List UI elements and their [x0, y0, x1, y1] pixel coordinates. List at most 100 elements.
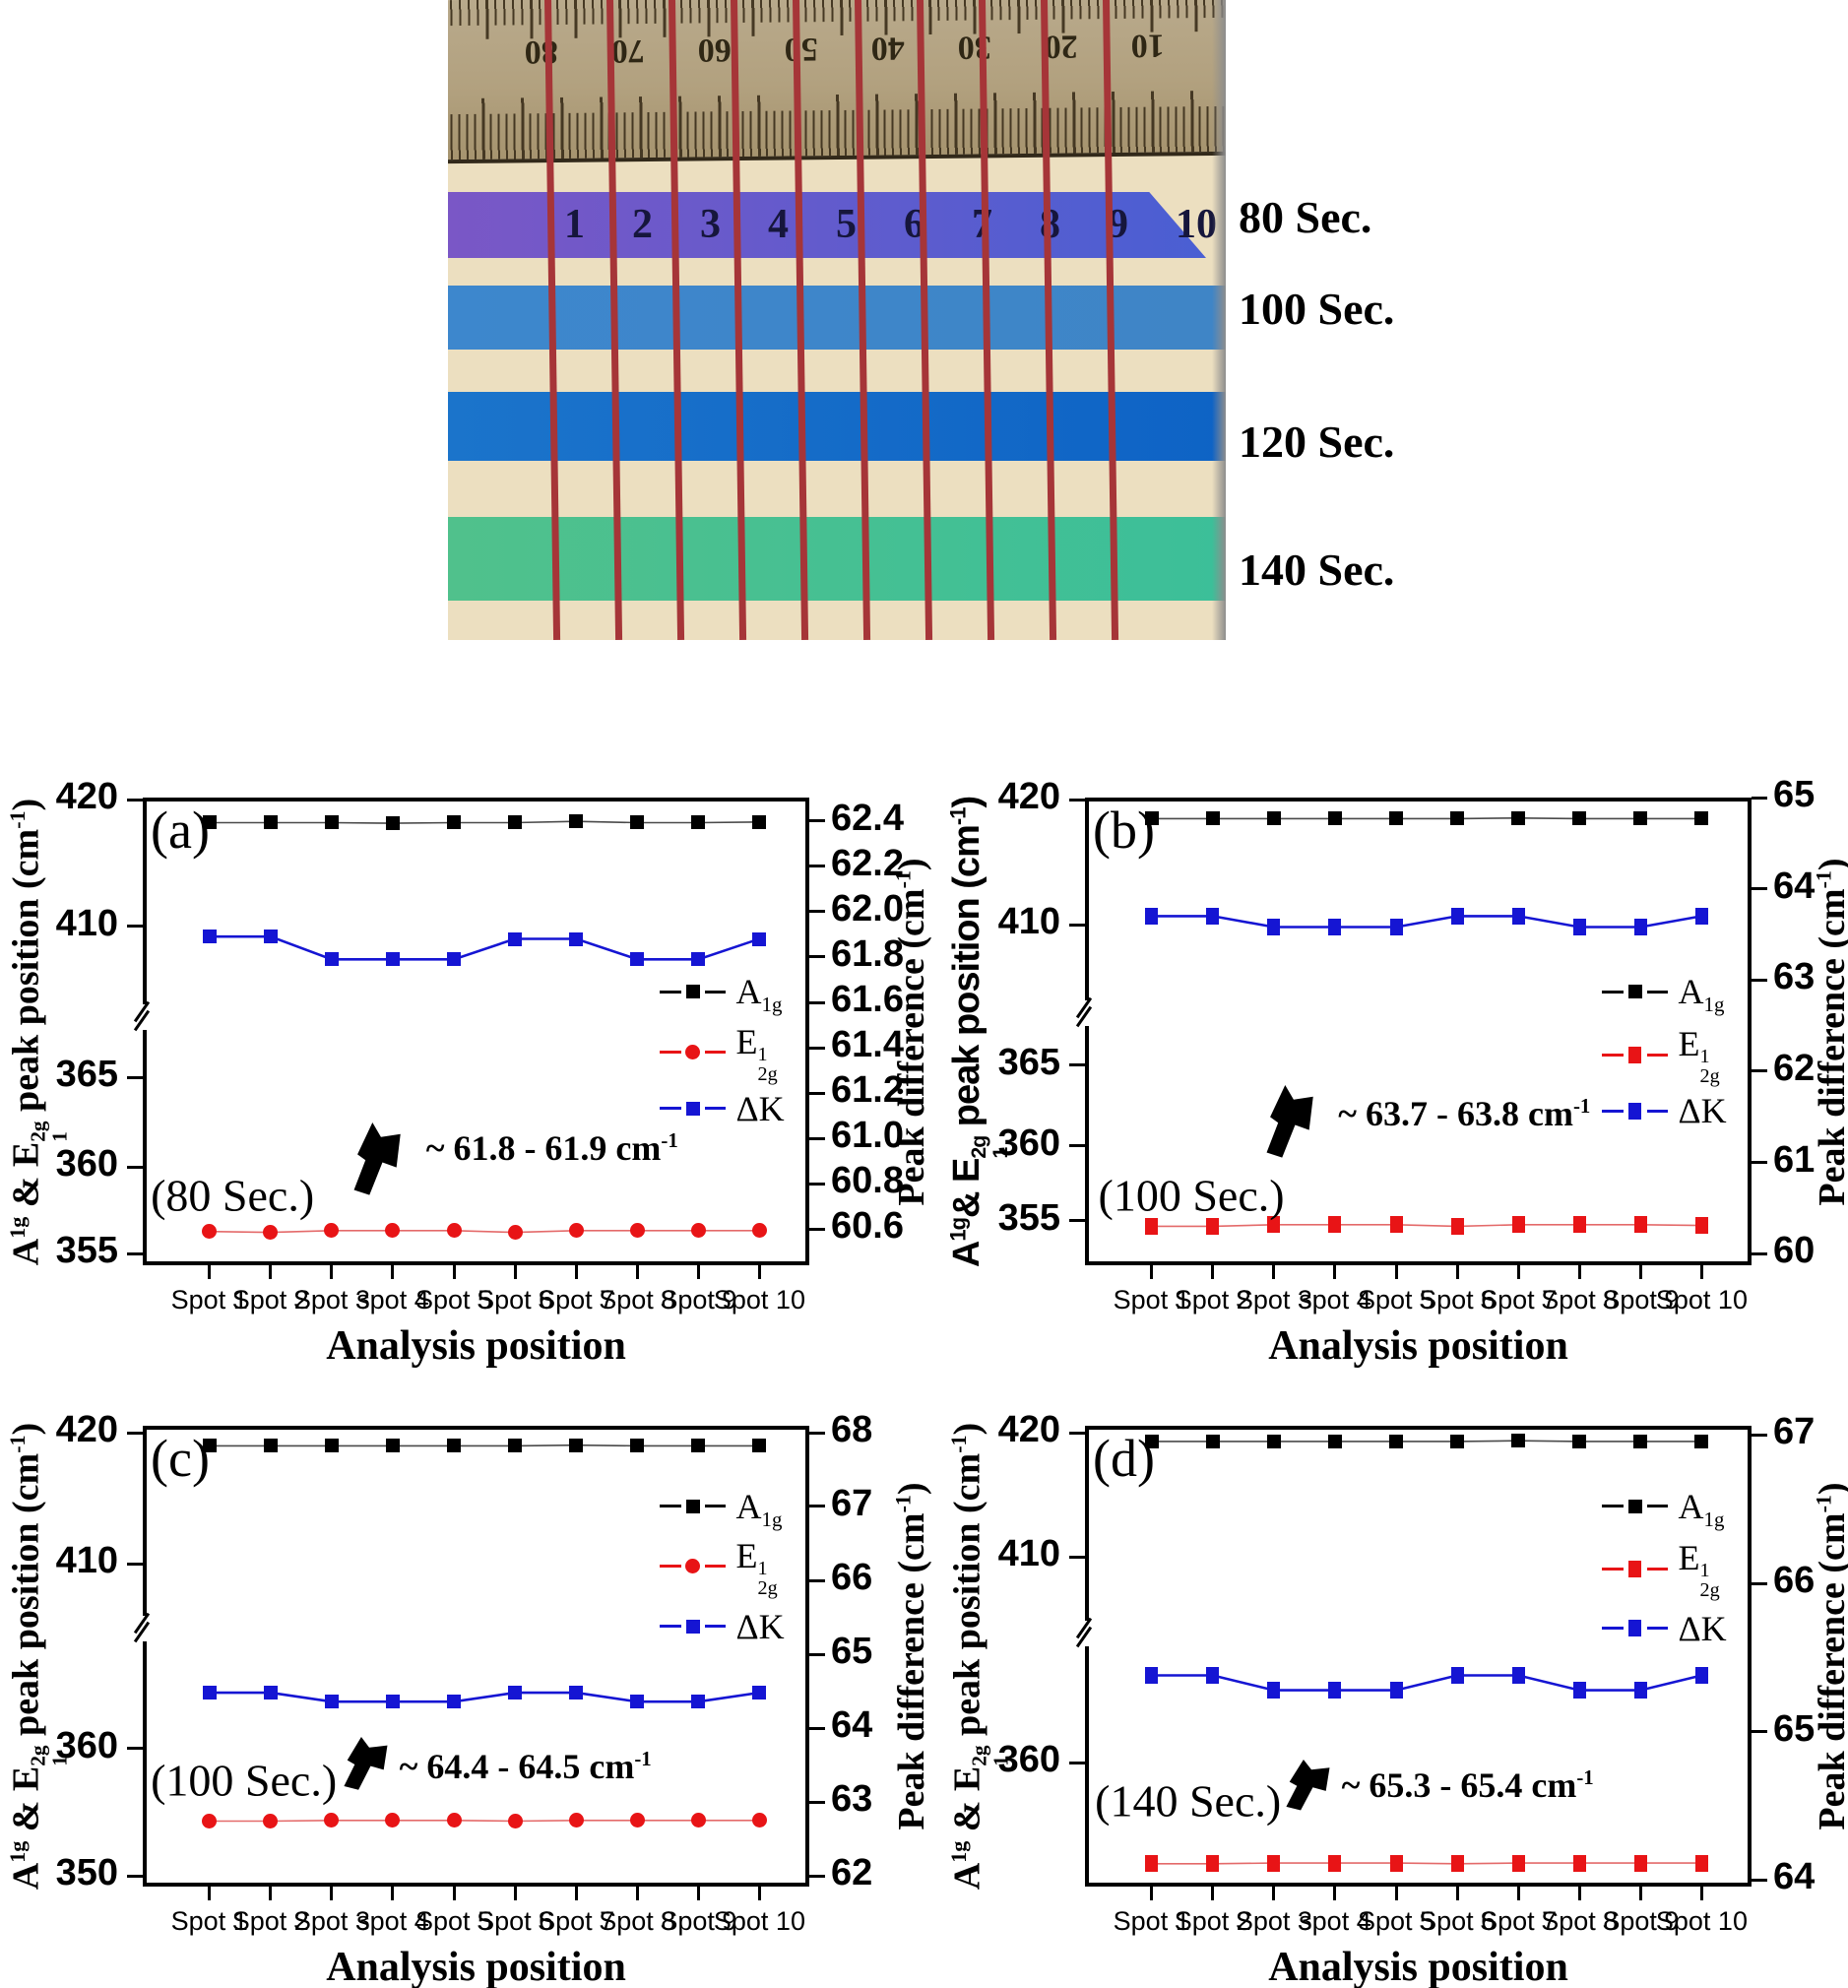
- marker-ΔK: [385, 1695, 400, 1709]
- y-tick-label: 410: [997, 901, 1060, 943]
- y2-axis-tick: [809, 1874, 825, 1878]
- marker-E2g: [1145, 1217, 1159, 1235]
- x-axis-tick: [1638, 1887, 1642, 1900]
- marker-A1g: [1266, 811, 1281, 826]
- marker-E2g: [1145, 1855, 1159, 1873]
- x-axis-tick: [1333, 1887, 1337, 1900]
- y-axis-title: A1g & E 2g 1 peak position (cm-1): [945, 1422, 1013, 1891]
- x-tick-label: spot 4: [1299, 1285, 1371, 1315]
- y-axis-tick: [127, 1562, 143, 1566]
- marker-E2g: [1694, 1217, 1708, 1235]
- marker-ΔK: [1633, 1682, 1647, 1699]
- x-axis-tick: [1272, 1265, 1276, 1279]
- x-axis-tick: [1516, 1887, 1520, 1900]
- marker-A1g: [1327, 811, 1342, 826]
- marker-A1g: [324, 1439, 339, 1453]
- legend-label: ΔK: [1678, 1091, 1727, 1131]
- x-tick-label: Spot 1: [170, 1285, 248, 1315]
- y2-axis-title: Peak difference (cm-1): [890, 857, 932, 1206]
- ruler-number: 10: [1130, 27, 1165, 64]
- marker-E2g: [1450, 1855, 1464, 1873]
- x-tick-label: Spot 10: [1655, 1285, 1748, 1315]
- x-tick-label: Spot 9: [1602, 1906, 1680, 1936]
- time-label-100sec: 100 Sec.: [1239, 284, 1395, 334]
- annotation-arrow-icon: [343, 1736, 389, 1790]
- annotation-arrow-icon: [1285, 1760, 1331, 1811]
- x-tick-label: Spot 8: [599, 1285, 676, 1315]
- marker-ΔK: [1572, 919, 1586, 936]
- marker-E2g: [324, 1223, 340, 1239]
- x-tick-label: Spot 10: [1655, 1906, 1748, 1936]
- marker-A1g: [1389, 1434, 1404, 1448]
- y2-tick-label: 60.6: [831, 1205, 904, 1248]
- x-axis-title: Analysis position: [326, 1323, 626, 1369]
- marker-ΔK: [1511, 1666, 1525, 1684]
- marker-A1g: [202, 1439, 217, 1453]
- x-axis-tick: [1394, 1887, 1398, 1900]
- y-axis-tick: [127, 798, 143, 802]
- marker-ΔK: [324, 1695, 339, 1709]
- x-tick-label: Spot 3: [292, 1285, 370, 1315]
- x-axis-tick: [208, 1265, 212, 1279]
- y-axis-tick: [127, 1874, 143, 1878]
- y-axis-title: A1g & E 2g 1 peak position (cm-1): [4, 798, 72, 1265]
- x-axis-tick: [208, 1887, 212, 1900]
- series-line-E2g: [1151, 1862, 1702, 1865]
- x-axis-tick: [513, 1887, 517, 1900]
- sample-photograph: 807060504030201012345678910: [448, 0, 1226, 640]
- y-axis-tick: [1069, 1219, 1085, 1223]
- x-axis-title: Analysis position: [1268, 1323, 1568, 1369]
- marker-ΔK: [508, 1686, 523, 1700]
- marker-A1g: [1327, 1434, 1342, 1448]
- y2-tick-label: 60: [1773, 1230, 1816, 1272]
- x-axis-tick: [1699, 1265, 1703, 1279]
- marker-E2g: [1450, 1217, 1464, 1235]
- y2-tick-label: 61.0: [831, 1115, 904, 1157]
- marker-A1g: [385, 1439, 400, 1453]
- marker-A1g: [569, 1438, 584, 1452]
- y2-axis-title: Peak difference (cm-1): [1811, 858, 1848, 1206]
- axis-break-mark: [1072, 996, 1098, 1027]
- y2-tick-label: 63: [1773, 956, 1816, 998]
- y2-axis-tick: [809, 819, 825, 823]
- y-tick-label: 410: [55, 902, 118, 944]
- marker-ΔK: [1267, 919, 1281, 936]
- legend-label: A1g: [1678, 1486, 1725, 1532]
- series-line-A1g: [1151, 1440, 1702, 1443]
- y-tick-label: 420: [997, 776, 1060, 818]
- series-line-ΔK: [209, 1691, 760, 1703]
- marker-E2g: [1572, 1854, 1586, 1872]
- x-tick-label: Spot 10: [713, 1906, 805, 1936]
- ruler-number: 70: [610, 32, 645, 70]
- marker-ΔK: [263, 930, 278, 944]
- y2-axis-tick: [809, 865, 825, 868]
- marker-A1g: [752, 1439, 767, 1453]
- y-axis-tick: [1069, 1555, 1085, 1559]
- y2-axis-tick: [1752, 1161, 1767, 1164]
- x-tick-label: Spot 6: [1419, 1285, 1497, 1315]
- y2-tick-label: 67: [831, 1482, 873, 1524]
- y2-tick-label: 65: [1773, 774, 1816, 815]
- y-axis-tick: [1069, 1144, 1085, 1148]
- marker-E2g: [1633, 1216, 1647, 1234]
- marker-ΔK: [1511, 907, 1525, 925]
- x-axis-tick: [696, 1887, 700, 1900]
- legend-line: [704, 1505, 727, 1508]
- marker-E2g: [751, 1813, 767, 1828]
- y2-axis-tick: [809, 1000, 825, 1004]
- legend-line: [659, 990, 681, 994]
- x-tick-label: spot 4: [356, 1906, 429, 1936]
- x-axis-title: Analysis position: [1268, 1945, 1568, 1988]
- legend-marker-A1g: [685, 1499, 700, 1513]
- y-tick-label: 355: [997, 1196, 1060, 1239]
- marker-ΔK: [324, 952, 339, 967]
- marker-A1g: [1266, 1434, 1281, 1448]
- axis-break-mark: [130, 1612, 156, 1643]
- x-tick-label: Spot 9: [1602, 1285, 1680, 1315]
- marker-ΔK: [691, 1695, 706, 1709]
- legend-label: A1g: [735, 1486, 783, 1532]
- y-axis-tick: [127, 1431, 143, 1435]
- marker-E2g: [263, 1813, 279, 1828]
- x-tick-label: Spot 5: [1357, 1285, 1435, 1315]
- y2-axis-tick: [809, 1136, 825, 1140]
